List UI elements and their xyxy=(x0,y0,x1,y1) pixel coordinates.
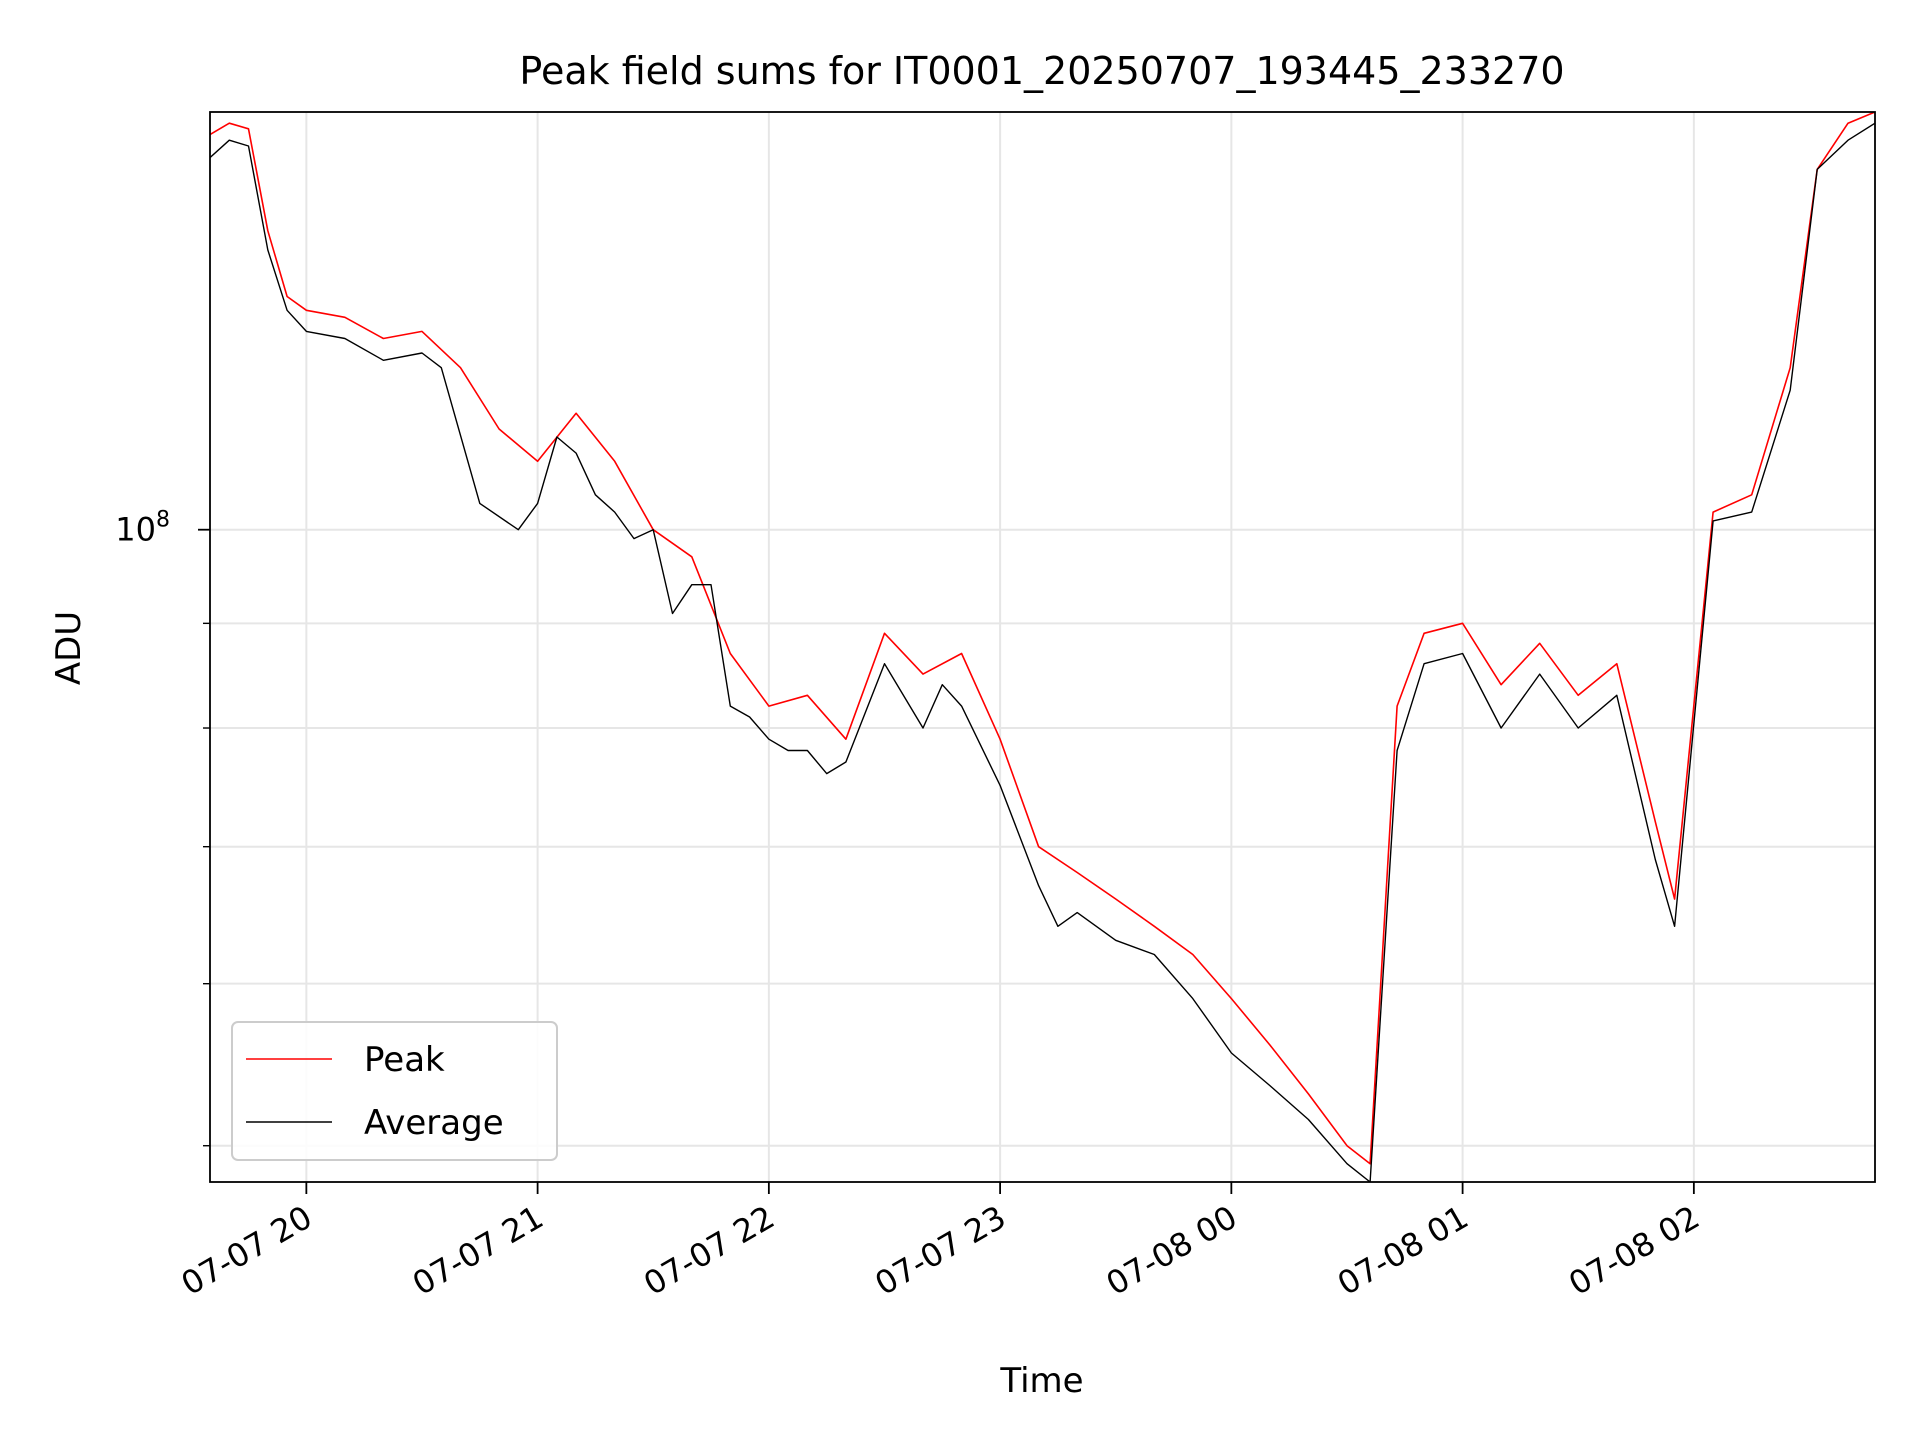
legend-label-average: Average xyxy=(364,1103,504,1143)
chart-title: Peak field sums for IT0001_20250707_1934… xyxy=(519,49,1564,93)
y-tick-label-base: 10 xyxy=(115,511,156,549)
y-axis-label: ADU xyxy=(49,611,89,685)
plot-frame xyxy=(209,111,1876,1183)
x-axis-label: Time xyxy=(999,1361,1083,1401)
legend-box xyxy=(231,1021,558,1161)
series-layer xyxy=(210,112,1875,1182)
series-line-peak xyxy=(210,112,1875,1165)
y-tick-label: 108 xyxy=(115,508,170,549)
series-line-average xyxy=(210,122,1875,1182)
y-tick-label-exponent: 8 xyxy=(156,508,170,533)
legend-label-peak: Peak xyxy=(364,1040,445,1080)
legend: Peak Average xyxy=(231,1021,558,1161)
